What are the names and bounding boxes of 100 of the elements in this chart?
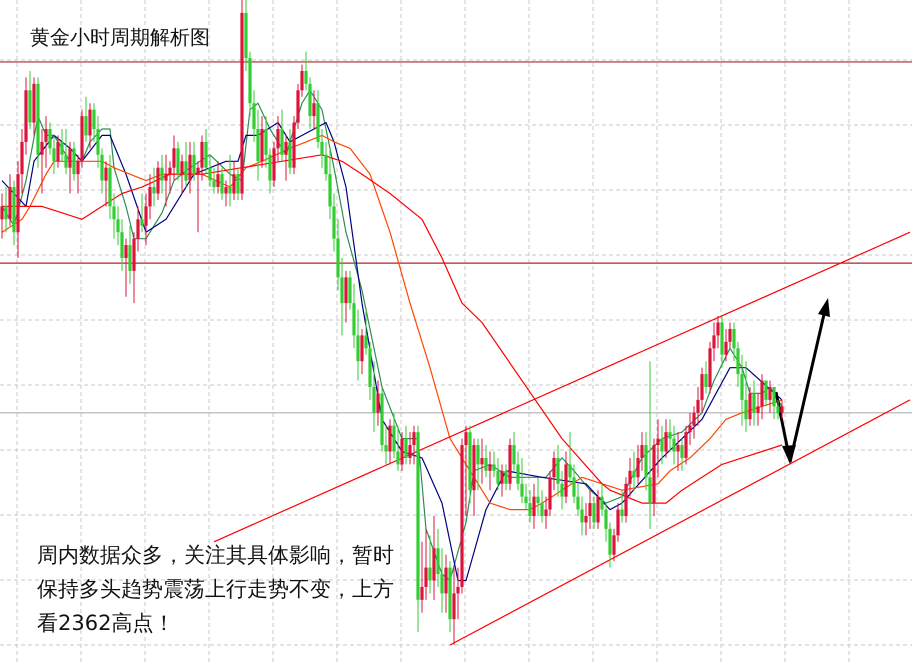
candlestick	[584, 502, 588, 536]
candlestick	[440, 548, 444, 614]
candlestick	[40, 128, 44, 194]
candlestick	[756, 392, 760, 426]
candlestick	[656, 418, 660, 478]
candlestick	[552, 451, 556, 491]
candlestick	[124, 238, 128, 298]
candlestick	[196, 160, 200, 233]
candlestick	[92, 102, 96, 142]
candlestick	[220, 167, 224, 200]
candlestick	[492, 451, 496, 478]
candlestick	[612, 528, 616, 562]
candlestick	[496, 457, 500, 491]
candlestick	[172, 134, 176, 182]
candlestick	[640, 432, 644, 472]
candlestick	[516, 451, 520, 491]
candlestick	[184, 141, 188, 188]
candlestick	[456, 567, 460, 620]
candlestick	[116, 206, 120, 246]
candlestick	[744, 360, 748, 433]
candlestick	[636, 444, 640, 484]
candlestick	[776, 399, 780, 420]
candlestick	[112, 193, 116, 240]
candlestick	[300, 64, 304, 98]
candlestick	[780, 399, 784, 420]
candlestick	[680, 438, 684, 472]
candlestick	[76, 154, 80, 194]
candlestick	[136, 206, 140, 252]
candlestick	[580, 496, 584, 536]
candlestick	[320, 128, 324, 168]
candlestick	[660, 425, 664, 465]
candlestick	[236, 167, 240, 200]
candlestick	[104, 160, 108, 207]
candlestick	[540, 490, 544, 523]
candlestick	[304, 51, 308, 91]
candlestick	[412, 425, 416, 465]
text: 黄金小时周期解析图	[30, 25, 210, 49]
candlestick	[180, 154, 184, 194]
candlestick	[588, 490, 592, 530]
candlestick	[464, 425, 468, 516]
candlestick	[228, 154, 232, 207]
candlestick	[716, 316, 720, 349]
candlestick	[688, 412, 692, 446]
annotation: 周内数据众多，关注其具体影响，暂时保持多头趋势震荡上行走势不变，上方看2362高点！	[37, 542, 395, 637]
candlestick	[160, 154, 164, 194]
candlestick	[168, 160, 172, 194]
candlestick	[772, 386, 776, 420]
candlestick	[48, 122, 52, 156]
candlestick	[396, 425, 400, 472]
candlestick	[376, 380, 380, 426]
candlestick	[732, 322, 736, 362]
candlestick	[484, 444, 488, 478]
candlestick	[408, 432, 412, 465]
candlestick	[148, 174, 152, 220]
candlestick	[676, 432, 680, 472]
candlestick	[704, 360, 708, 394]
candlestick	[696, 386, 700, 426]
candlestick	[60, 128, 64, 162]
candlestick	[528, 490, 532, 523]
candlestick	[44, 116, 48, 168]
candlestick	[212, 167, 216, 194]
candlestick	[276, 116, 280, 162]
candlestick	[140, 193, 144, 233]
candlestick	[68, 141, 72, 194]
candlestick	[632, 451, 636, 491]
candlestick	[664, 418, 668, 458]
candlestick	[420, 541, 424, 614]
candlestick	[668, 418, 672, 452]
candlestick	[544, 496, 548, 530]
candlestick	[572, 464, 576, 504]
candlestick	[476, 438, 480, 491]
candlestick	[480, 438, 484, 484]
candlestick	[428, 534, 432, 594]
candlestick	[536, 476, 540, 516]
candlestick	[560, 470, 564, 510]
candlestick	[4, 186, 8, 233]
candlestick	[628, 457, 632, 498]
candlestick	[284, 134, 288, 182]
candlestick	[144, 193, 148, 246]
candlestick	[768, 380, 772, 414]
candlestick	[232, 160, 236, 200]
candlestick	[712, 322, 716, 362]
candlestick	[600, 483, 604, 516]
candlestick	[208, 154, 212, 188]
candlestick	[64, 128, 68, 175]
candlestick	[500, 464, 504, 498]
candlestick	[752, 380, 756, 426]
candlestick	[692, 406, 696, 440]
candlestick	[424, 528, 428, 600]
candlestick	[164, 154, 168, 207]
candlestick	[604, 502, 608, 542]
candlestick	[404, 425, 408, 465]
candlestick	[532, 483, 536, 530]
candlestick	[672, 425, 676, 465]
candlestick	[52, 134, 56, 175]
candlestick	[364, 309, 368, 356]
candlestick	[524, 483, 528, 510]
candlestick	[724, 328, 728, 362]
candlestick	[312, 90, 316, 130]
candlestick	[84, 96, 88, 142]
